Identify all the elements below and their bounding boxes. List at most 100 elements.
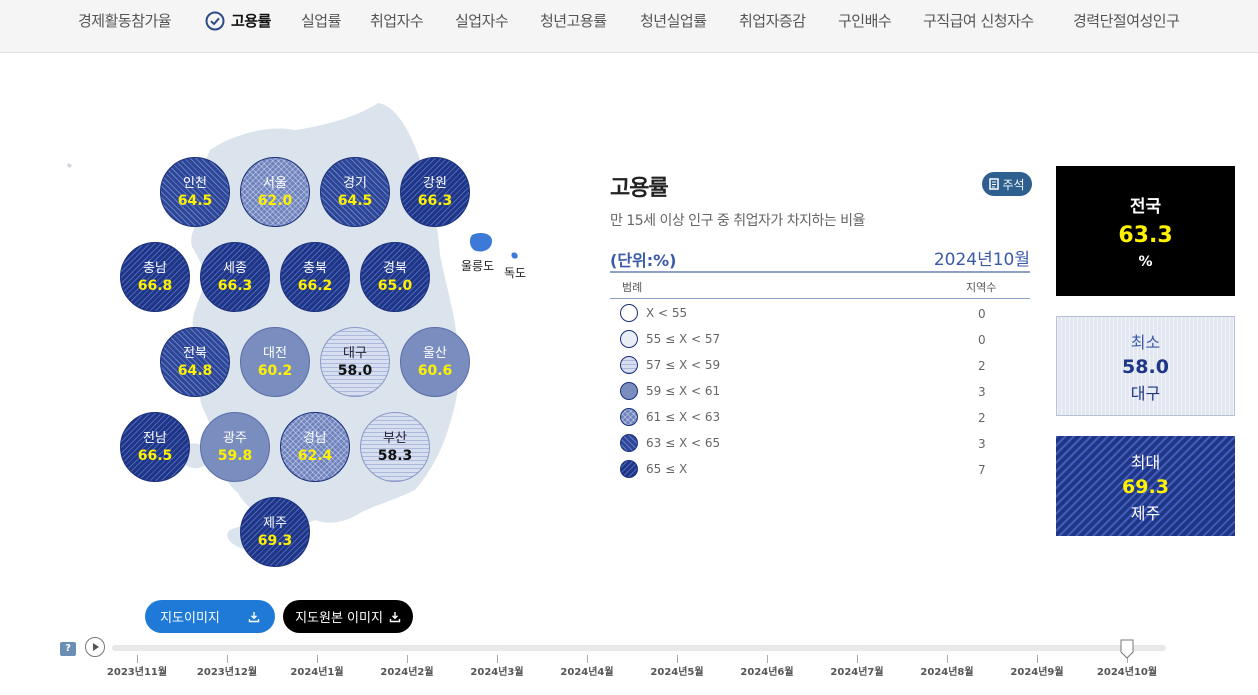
timeline-month-label[interactable]: 2024년3월	[470, 667, 524, 678]
download-icon	[248, 611, 260, 622]
nav-item-unemployment-rate[interactable]: 실업률	[301, 12, 341, 30]
timeline-month-label[interactable]: 2024년10월	[1096, 667, 1158, 678]
timeline-handle[interactable]	[1120, 639, 1134, 659]
map-image-label: 지도이미지	[160, 611, 220, 626]
count-header: 지역수	[966, 281, 997, 294]
note-button[interactable]: 주석	[982, 172, 1032, 196]
region-name: 전북	[183, 345, 207, 361]
max-label: 최대	[1130, 452, 1161, 472]
help-button[interactable]: ?	[60, 642, 76, 656]
region-name: 세종	[223, 260, 247, 276]
nav-item-employed-change[interactable]: 취업자증감	[739, 12, 806, 30]
region-value: 62.0	[257, 192, 293, 209]
map-image-download-button[interactable]: 지도이미지	[145, 600, 275, 633]
region-bubble[interactable]: 제주 69.3	[240, 497, 310, 567]
region-bubble[interactable]: 전남 66.5	[120, 412, 190, 482]
legend-row: 57 ≤ X < 59 2	[620, 356, 1000, 376]
region-bubble[interactable]: 강원 66.3	[400, 157, 470, 227]
region-bubble[interactable]: 인천 64.5	[160, 157, 230, 227]
timeline-month-label[interactable]: 2024년1월	[290, 667, 344, 678]
region-bubble[interactable]: 광주 59.8	[200, 412, 270, 482]
region-bubble[interactable]: 대구 58.0	[320, 327, 390, 397]
nav-item-participation-rate[interactable]: 경제활동참가율	[78, 12, 172, 30]
legend-range: 59 ≤ X < 61	[646, 384, 721, 398]
region-value: 66.3	[417, 192, 453, 209]
legend-row: 55 ≤ X < 57 0	[620, 330, 1000, 350]
timeline-month-label[interactable]: 2024년5월	[650, 667, 704, 678]
nav-item-job-openings-ratio[interactable]: 구인배수	[838, 12, 892, 30]
top-nav: 경제활동참가율 고용률 실업률 취업자수 실업자수 청년고용률 청년실업률 취업…	[0, 0, 1258, 53]
legend-row: 59 ≤ X < 61 3	[620, 382, 1000, 402]
nav-item-youth-employment-rate[interactable]: 청년고용률	[540, 12, 607, 30]
timeline-month-label[interactable]: 2023년12월	[196, 667, 258, 678]
nav-item-unemployed-count[interactable]: 실업자수	[455, 12, 509, 30]
timeline-tick	[587, 655, 588, 663]
timeline-month-label[interactable]: 2024년2월	[380, 667, 434, 678]
region-name: 강원	[423, 175, 447, 191]
timeline-tick	[1127, 655, 1128, 663]
timeline-tick	[677, 655, 678, 663]
legend-count: 3	[978, 437, 986, 451]
timeline-tick	[407, 655, 408, 663]
region-bubble[interactable]: 충북 66.2	[280, 242, 350, 312]
national-card: 전국 63.3 %	[1056, 166, 1235, 296]
min-label: 최소	[1130, 332, 1161, 352]
timeline-month-label[interactable]: 2024년4월	[560, 667, 614, 678]
region-bubble[interactable]: 경기 64.5	[320, 157, 390, 227]
unit-label: (단위:%)	[610, 251, 677, 270]
region-bubble[interactable]: 전북 64.8	[160, 327, 230, 397]
panel-subtitle: 만 15세 이상 인구 중 취업자가 차지하는 비율	[610, 213, 865, 229]
region-name: 인천	[183, 175, 207, 191]
nav-item-jobseeker-benefit-applicants[interactable]: 구직급여 신청자수	[923, 12, 1034, 30]
region-bubble[interactable]: 세종 66.3	[200, 242, 270, 312]
region-bubble[interactable]: 대전 60.2	[240, 327, 310, 397]
legend-row: X < 55 0	[620, 304, 1000, 324]
region-value: 66.3	[217, 277, 253, 294]
legend-row: 63 ≤ X < 65 3	[620, 434, 1000, 454]
region-bubble[interactable]: 경북 65.0	[360, 242, 430, 312]
timeline-month-label[interactable]: 2024년7월	[830, 667, 884, 678]
legend-count: 2	[978, 411, 986, 425]
region-bubble[interactable]: 충남 66.8	[120, 242, 190, 312]
legend-row: 61 ≤ X < 63 2	[620, 408, 1000, 428]
download-icon	[389, 611, 401, 622]
region-bubble[interactable]: 부산 58.3	[360, 412, 430, 482]
timeline-tick	[1037, 655, 1038, 663]
region-bubble[interactable]: 울산 60.6	[400, 327, 470, 397]
region-value: 58.0	[337, 362, 373, 379]
timeline-tick	[497, 655, 498, 663]
play-button[interactable]	[85, 637, 105, 657]
region-value: 69.3	[257, 532, 293, 549]
region-name: 충남	[143, 260, 167, 276]
region-name: 제주	[263, 515, 287, 531]
timeline-month-label[interactable]: 2024년9월	[1010, 667, 1064, 678]
timeline-month-label[interactable]: 2024년6월	[740, 667, 794, 678]
region-value: 64.8	[177, 362, 213, 379]
nav-item-career-break-women[interactable]: 경력단절여성인구	[1073, 12, 1180, 30]
ulleungdo-label: 울릉도	[461, 259, 495, 273]
region-bubble[interactable]: 서울 62.0	[240, 157, 310, 227]
region-name: 경기	[343, 175, 367, 191]
document-icon	[989, 178, 1000, 190]
original-image-download-button[interactable]: 지도원본 이미지	[283, 600, 413, 633]
national-value: 63.3	[1118, 223, 1173, 248]
legend-count: 0	[978, 333, 986, 347]
legend-divider	[610, 298, 1030, 299]
legend-swatch	[620, 408, 638, 426]
min-card: 최소 58.0 대구	[1056, 316, 1235, 416]
legend-header: 범례	[622, 281, 643, 294]
legend-divider-top	[610, 271, 1030, 273]
region-bubble[interactable]: 경남 62.4	[280, 412, 350, 482]
legend-swatch	[620, 330, 638, 348]
timeline-month-label[interactable]: 2024년8월	[920, 667, 974, 678]
region-value: 64.5	[177, 192, 213, 209]
nav-item-youth-unemployment-rate[interactable]: 청년실업률	[640, 12, 707, 30]
national-label: 전국	[1129, 197, 1162, 217]
nav-item-employed-count[interactable]: 취업자수	[370, 12, 424, 30]
region-name: 대전	[263, 345, 287, 361]
timeline-track[interactable]	[112, 645, 1166, 651]
legend-range: 57 ≤ X < 59	[646, 358, 721, 372]
nav-item-employment-rate[interactable]: 고용률	[231, 12, 271, 30]
timeline-month-label[interactable]: 2023년11월	[106, 667, 168, 678]
note-label: 주석	[1002, 177, 1025, 192]
